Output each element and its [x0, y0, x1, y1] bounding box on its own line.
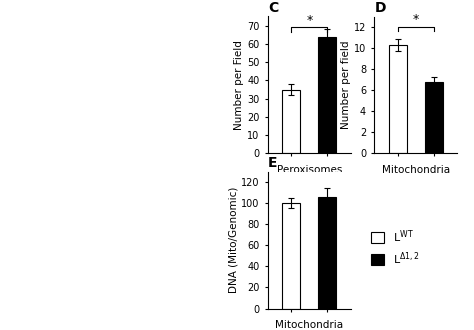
Bar	[282, 89, 300, 153]
Bar	[425, 82, 443, 153]
Text: *: *	[413, 13, 419, 26]
Text: C: C	[268, 1, 278, 15]
Bar	[282, 203, 300, 309]
Bar	[319, 37, 337, 153]
Y-axis label: Number per Field: Number per Field	[234, 40, 244, 130]
Y-axis label: DNA (Mito/Genomic): DNA (Mito/Genomic)	[228, 187, 238, 293]
Y-axis label: Number per field: Number per field	[341, 41, 351, 129]
Legend: L$^{\mathrm{WT}}$, L$^{\Delta 1,2}$: L$^{\mathrm{WT}}$, L$^{\Delta 1,2}$	[371, 228, 419, 267]
X-axis label: Peroxisomes: Peroxisomes	[277, 165, 342, 175]
Bar	[319, 197, 337, 309]
X-axis label: Mitochondria: Mitochondria	[275, 320, 343, 330]
X-axis label: Mitochondria: Mitochondria	[382, 165, 450, 175]
Text: D: D	[374, 1, 386, 15]
Text: *: *	[306, 14, 312, 27]
Bar	[389, 45, 407, 153]
Text: E: E	[268, 156, 277, 170]
